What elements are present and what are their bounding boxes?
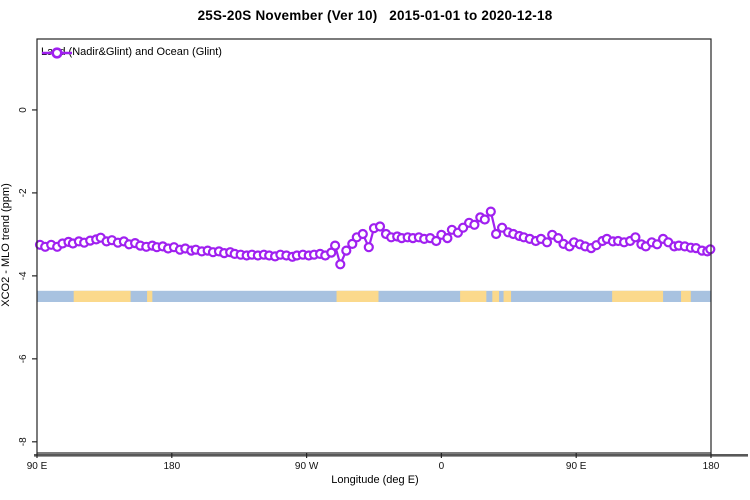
data-point-marker — [347, 238, 358, 249]
legend-marker-icon — [42, 47, 72, 59]
data-point-marker — [330, 240, 341, 251]
data-point-marker — [651, 239, 663, 250]
chart-title: 25S-20S November (Ver 10) 2015-01-01 to … — [197, 8, 553, 23]
land-segment — [503, 290, 512, 303]
data-point-marker — [335, 259, 346, 270]
data-point-marker — [541, 237, 553, 248]
data-point-marker — [431, 235, 442, 247]
x-axis-line — [34, 454, 748, 457]
x-tick-label: 180 — [163, 461, 180, 472]
x-tick-label: 0 — [439, 461, 445, 472]
land-segment — [336, 290, 379, 303]
data-point-marker — [479, 214, 490, 225]
legend: Land (Nadir&Glint) and Ocean (Glint) — [41, 46, 222, 59]
land-segment — [460, 290, 487, 303]
data-point-marker — [442, 233, 453, 244]
data-point-marker — [630, 232, 641, 243]
data-point-marker — [469, 219, 480, 230]
land-segment — [492, 290, 500, 303]
land-segment — [612, 290, 664, 303]
y-axis-title: XCO2 - MLO trend (ppm) — [0, 183, 12, 307]
x-tick-label: 90 E — [27, 461, 48, 472]
data-point-marker — [357, 228, 368, 240]
y-tick-label: -4 — [18, 271, 29, 280]
x-tick-label: 90 E — [566, 461, 587, 472]
x-tick-label: 180 — [703, 461, 720, 472]
data-point-marker — [491, 228, 502, 240]
data-point-marker — [485, 206, 496, 217]
plot-border — [36, 38, 712, 454]
data-point-marker — [363, 242, 374, 253]
x-axis-title: Longitude (deg E) — [331, 474, 419, 486]
y-tick-label: 0 — [18, 107, 29, 113]
land-segment — [681, 290, 691, 303]
x-tick-label: 90 W — [295, 461, 319, 472]
y-tick-label: -8 — [18, 437, 29, 446]
land-segment — [147, 290, 153, 303]
data-point-marker — [341, 245, 352, 256]
legend-label: Land (Nadir&Glint) and Ocean (Glint) — [41, 46, 222, 58]
y-tick-label: -2 — [18, 188, 29, 197]
land-segment — [73, 290, 131, 303]
y-tick-label: -6 — [18, 354, 29, 363]
data-point-marker — [374, 221, 386, 232]
data-point-marker — [705, 244, 716, 255]
